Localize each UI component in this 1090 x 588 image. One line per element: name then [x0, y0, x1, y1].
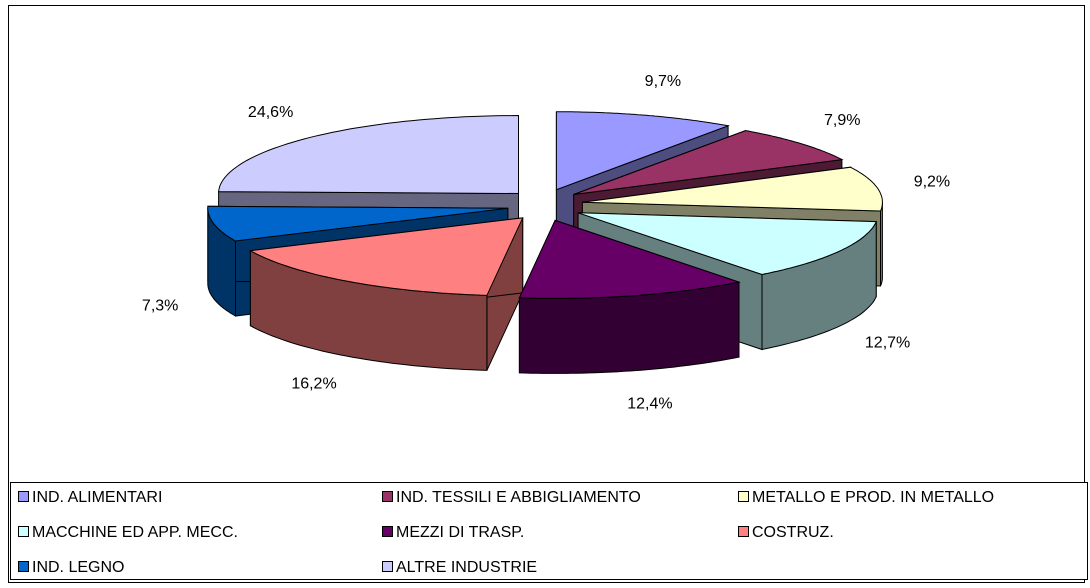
- legend-label: IND. TESSILI E ABBIGLIAMENTO: [396, 489, 641, 506]
- legend-swatch: [382, 526, 393, 537]
- slice: [248, 217, 524, 296]
- legend-label: IND. LEGNO: [32, 559, 124, 576]
- slice: [577, 212, 877, 276]
- legend-swatch: [382, 491, 393, 502]
- legend-swatch: [738, 491, 749, 502]
- data-label: 7,9%: [824, 112, 860, 129]
- data-label: 9,2%: [914, 174, 950, 191]
- legend-label: MEZZI DI TRASP.: [396, 524, 524, 541]
- slice-wall: [880, 202, 883, 287]
- slice: [582, 166, 883, 212]
- data-label: 7,3%: [142, 297, 178, 314]
- legend-label: MACCHINE ED APP. MECC.: [32, 524, 238, 541]
- data-label: 12,4%: [627, 396, 672, 413]
- slice: [555, 111, 730, 191]
- data-label: 24,6%: [248, 104, 293, 121]
- slice: [518, 219, 741, 299]
- legend-swatch: [18, 526, 29, 537]
- legend-swatch: [18, 561, 29, 572]
- legend-swatch: [738, 526, 749, 537]
- legend-label: ALTRE INDUSTRIE: [396, 559, 537, 576]
- data-label: 16,2%: [291, 376, 336, 393]
- legend-label: IND. ALIMENTARI: [32, 489, 162, 506]
- slice: [207, 205, 508, 242]
- legend-swatch: [382, 561, 393, 572]
- legend-border: [10, 482, 1088, 580]
- slice: [218, 114, 519, 195]
- legend-label: METALLO E PROD. IN METALLO: [752, 489, 994, 506]
- data-label: 9,7%: [645, 73, 681, 90]
- slice: [573, 130, 844, 195]
- legend-swatch: [18, 491, 29, 502]
- data-label: 12,7%: [865, 334, 910, 351]
- legend-label: COSTRUZ.: [752, 524, 834, 541]
